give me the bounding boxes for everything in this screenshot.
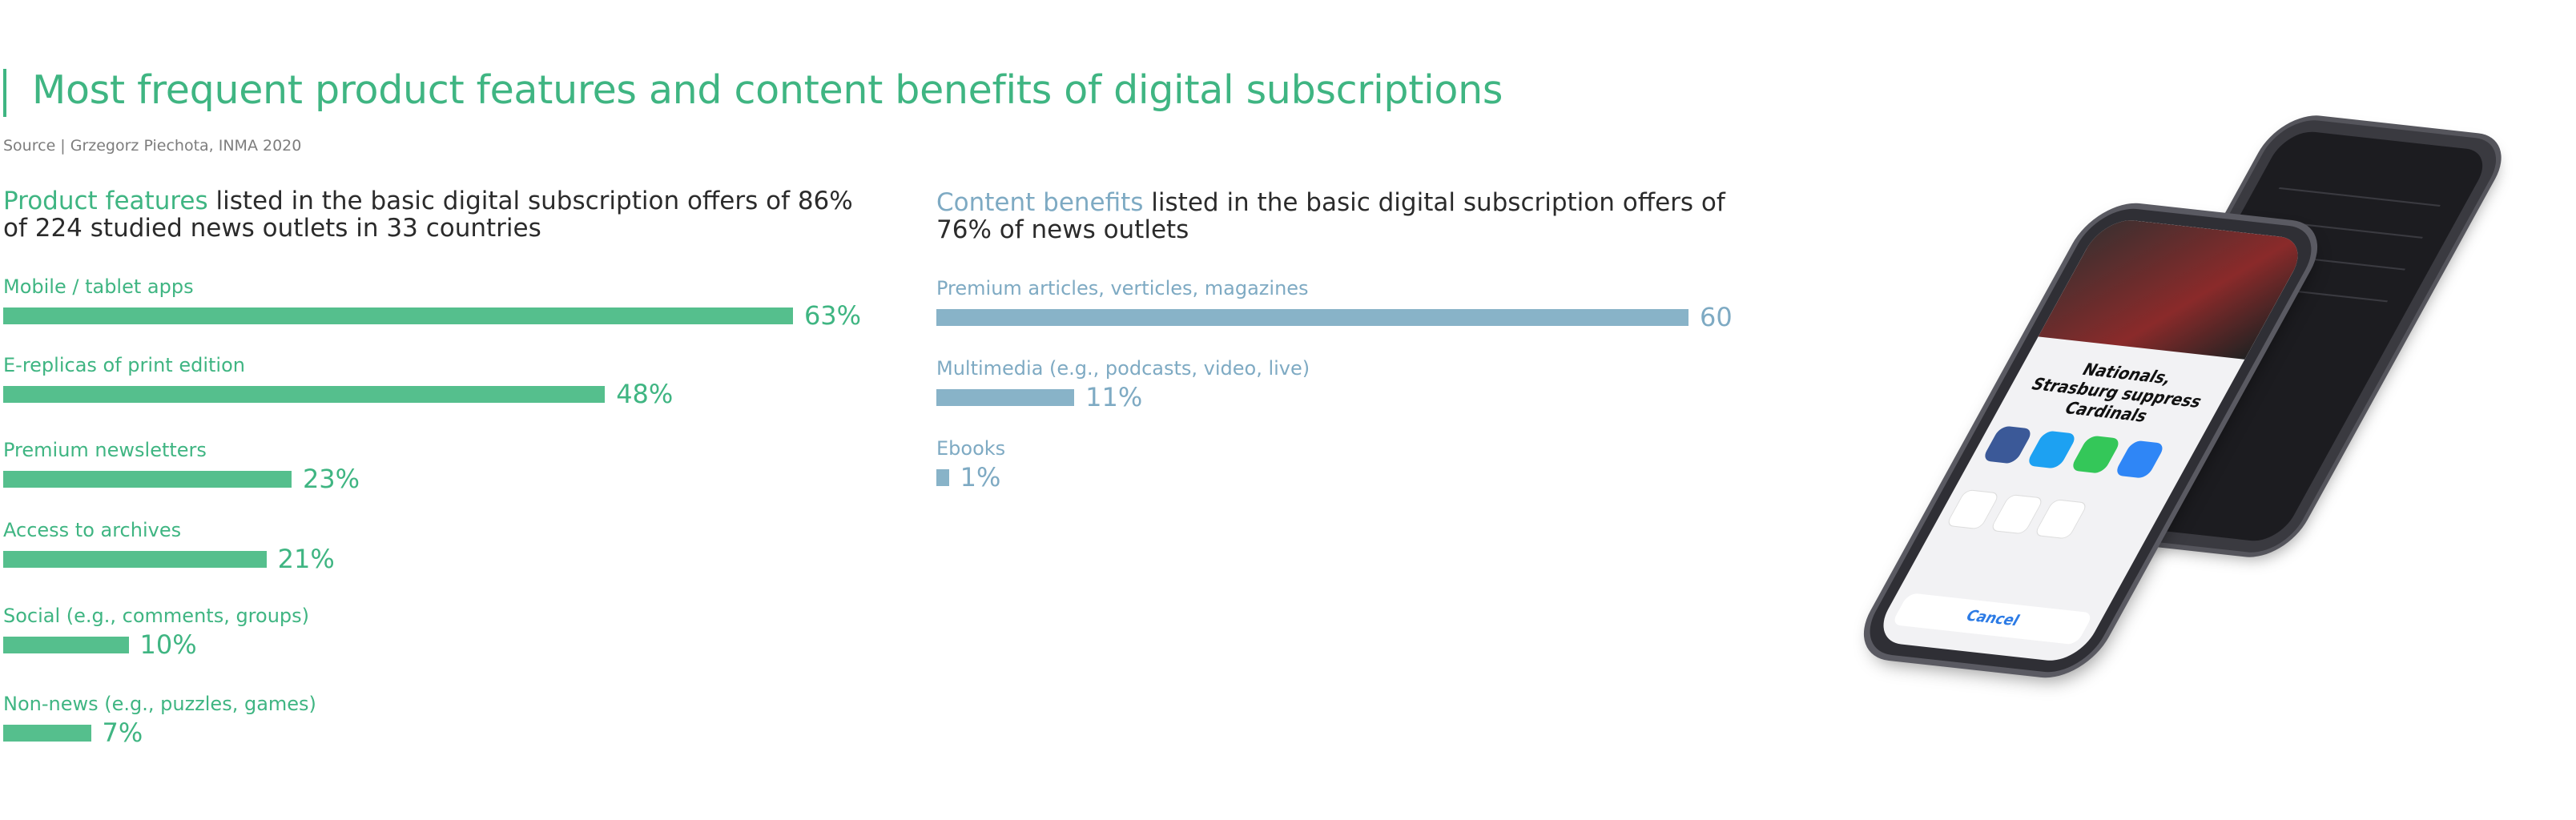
bar-value-label: 63% xyxy=(803,300,862,331)
bar-category-label: Premium articles, verticles, magazines xyxy=(936,277,1309,299)
product-features-description: listed in the basic digital subscription… xyxy=(3,187,853,243)
bar-value-label: 21% xyxy=(277,544,335,574)
bar-value-label: 23% xyxy=(302,464,360,494)
share-sheet-apps xyxy=(1974,425,2186,493)
content-benefits-description: listed in the basic digital subscription… xyxy=(936,188,1725,244)
bar-value-label: 1% xyxy=(960,462,1001,492)
bar-category-label: E-replicas of print edition xyxy=(3,354,245,376)
source-note: Source | Grzegorz Piechota, INMA 2020 xyxy=(3,137,302,155)
bar-category-label: Multimedia (e.g., podcasts, video, live) xyxy=(936,357,1310,380)
bar-value-label: 7% xyxy=(102,718,143,748)
bar xyxy=(3,551,267,568)
facebook-icon xyxy=(1981,425,2035,464)
bar-category-label: Non-news (e.g., puzzles, games) xyxy=(3,693,316,715)
article-headline: Nationals, Strasburg suppress Cardinals xyxy=(2027,359,2207,426)
twitter-icon xyxy=(2025,430,2079,469)
bar-category-label: Ebooks xyxy=(936,437,1006,460)
bar xyxy=(3,471,292,488)
cancel-button: Cancel xyxy=(1890,593,2095,645)
bar xyxy=(3,725,91,742)
bar-category-label: Premium newsletters xyxy=(3,439,207,461)
bar xyxy=(936,389,1075,406)
more-icon xyxy=(2033,498,2089,540)
bar xyxy=(3,308,793,324)
content-benefits-highlight: Content benefits xyxy=(936,188,1144,217)
bar-category-label: Mobile / tablet apps xyxy=(3,275,194,298)
bar-value-label: 48% xyxy=(616,379,674,409)
bar xyxy=(3,386,606,403)
message-icon xyxy=(2069,435,2123,474)
bar xyxy=(3,637,129,653)
bar-category-label: Access to archives xyxy=(3,519,182,541)
bar-category-label: Social (e.g., comments, groups) xyxy=(3,605,310,627)
bar xyxy=(936,469,949,486)
bar-value-label: 11% xyxy=(1085,382,1143,412)
product-features-highlight: Product features xyxy=(3,187,208,215)
title-accent-bar xyxy=(3,69,6,117)
page-title: Most frequent product features and conte… xyxy=(32,67,1503,113)
bar-value-label: 60 xyxy=(1700,302,1733,332)
mail-icon xyxy=(2113,440,2167,479)
product-features-subheading: Product features listed in the basic dig… xyxy=(3,187,868,242)
share-sheet-actions xyxy=(1941,488,2151,554)
bar xyxy=(936,309,1688,326)
phone-illustration: Nationals, Strasburg suppress Cardinals … xyxy=(1854,96,2531,677)
bar-value-label: 10% xyxy=(139,629,197,660)
content-benefits-subheading: Content benefits listed in the basic dig… xyxy=(936,189,1737,243)
